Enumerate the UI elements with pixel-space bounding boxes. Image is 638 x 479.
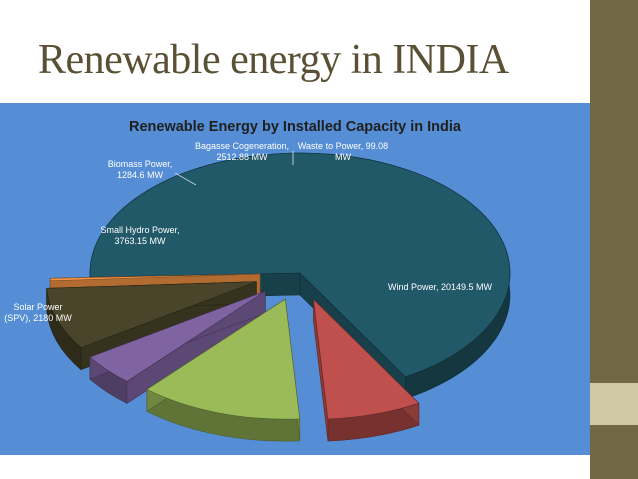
slide-title: Renewable energy in INDIA (38, 37, 509, 83)
data-label-line: Bagasse Cogeneration, (195, 141, 289, 151)
leader-line-biomass (174, 172, 197, 186)
data-label-line: Wind Power, 20149.5 MW (388, 282, 493, 292)
data-label-waste-to-power: Waste to Power, 99.08 MW (298, 141, 388, 162)
slide-bottom-margin (0, 455, 590, 479)
data-label-line: Solar Power (13, 302, 62, 312)
pie-slice-waste-to-power (49, 273, 261, 282)
decorative-side-accent (590, 383, 638, 425)
pie-slice-biomass-power (89, 290, 266, 382)
data-label-wind-power: Wind Power, 20149.5 MW (388, 282, 493, 292)
pie-slice-bagasse-cogeneration (46, 281, 257, 348)
data-label-small-hydro-power: Small Hydro Power, 3763.15 MW (100, 225, 179, 246)
data-label-line: Biomass Power, (108, 159, 173, 169)
data-label-line: 2512.88 MW (216, 152, 268, 162)
chart-title: Renewable Energy by Installed Capacity i… (129, 119, 462, 135)
data-label-bagasse-cogeneration: Bagasse Cogeneration, 2512.88 MW (195, 141, 289, 162)
data-label-line: MW (335, 152, 351, 162)
data-label-biomass-power: Biomass Power, 1284.6 MW (108, 159, 173, 180)
pie-slice-solar-power-spv (313, 298, 420, 420)
data-label-line: Waste to Power, 99.08 (298, 141, 388, 151)
data-label-line: (SPV), 2180 MW (4, 313, 72, 323)
data-label-line: 1284.6 MW (117, 170, 164, 180)
pie-slice-small-hydro-power (146, 298, 301, 420)
pie-slice-wind-power (89, 152, 511, 378)
data-label-line: Small Hydro Power, (100, 225, 179, 235)
pie-chart: Renewable Energy by Installed Capacity i… (4, 119, 511, 442)
data-label-solar-power-spv: Solar Power (SPV), 2180 MW (4, 302, 72, 323)
data-label-line: 3763.15 MW (114, 236, 166, 246)
